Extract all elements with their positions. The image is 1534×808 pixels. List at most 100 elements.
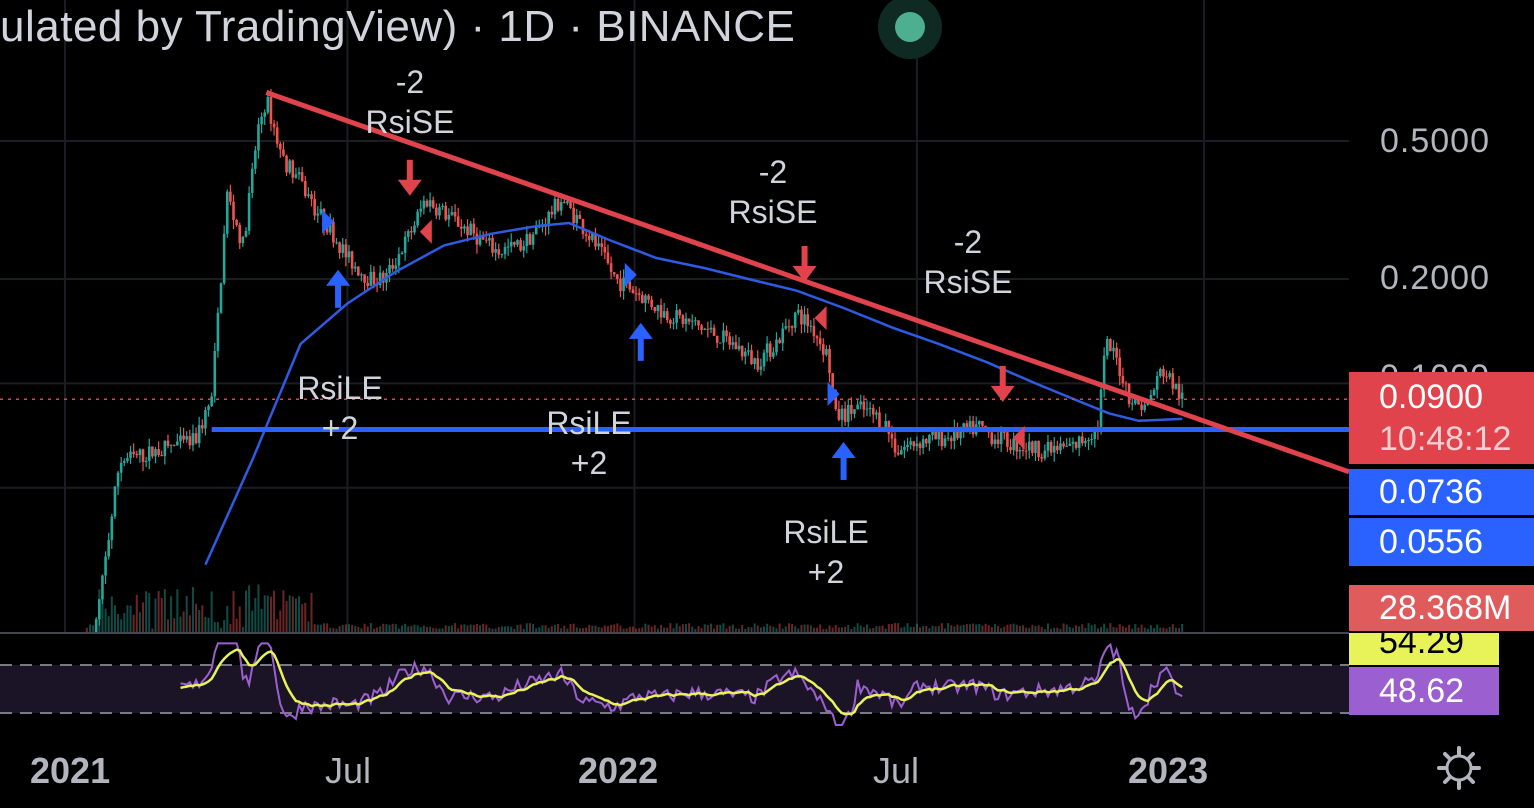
volume-bar — [803, 624, 806, 632]
long-arrow-shaft — [637, 336, 644, 361]
volume-bar — [1171, 624, 1174, 632]
volume-bar — [1124, 627, 1127, 632]
volume-tag[interactable]: 28.368M — [1349, 585, 1534, 631]
candle-body — [1049, 441, 1053, 453]
candle-body — [185, 436, 189, 440]
short-arrow-shaft — [999, 365, 1006, 388]
candle-body — [225, 191, 229, 234]
time-label-2021: 2021 — [30, 750, 111, 791]
candle-body — [843, 408, 847, 422]
volume-bar — [875, 626, 878, 632]
volume-bar — [332, 628, 335, 632]
candle-body — [1077, 436, 1081, 448]
candle-body — [1012, 438, 1015, 451]
candle-body — [1080, 436, 1084, 444]
volume-bar — [351, 625, 354, 632]
volume-bar — [335, 628, 338, 632]
volume-bar — [101, 595, 104, 632]
candle-body — [488, 237, 491, 241]
candle-body — [341, 244, 345, 253]
candle-body — [1121, 376, 1125, 384]
candle-body — [1009, 446, 1012, 451]
candle-body — [528, 233, 532, 245]
candle-body — [856, 404, 859, 410]
candle-body — [1052, 445, 1056, 453]
volume-bar — [622, 628, 625, 632]
volume-bar — [560, 628, 563, 632]
long-signal-qty: +2 — [807, 554, 845, 590]
candle-body — [1109, 338, 1112, 352]
candle-body — [781, 328, 785, 344]
short-signal-qty: -2 — [953, 224, 983, 260]
candle-body — [347, 251, 351, 258]
candle-body — [562, 202, 566, 204]
volume-bar — [394, 624, 397, 632]
candle-body — [965, 423, 969, 429]
volume-bar — [213, 622, 216, 632]
candle-body — [216, 312, 220, 352]
candle-body — [241, 236, 245, 244]
volume-bar — [841, 627, 844, 632]
candle-body — [197, 425, 201, 444]
volume-bar — [859, 625, 862, 632]
volume-bar — [376, 627, 379, 632]
volume-bar — [485, 624, 488, 632]
last-price-tag[interactable]: 0.0900 10:48:12 — [1349, 372, 1534, 464]
trend-level-tag[interactable]: 0.0556 — [1349, 518, 1534, 566]
volume-bar — [759, 627, 762, 632]
volume-bar — [1093, 624, 1096, 632]
candle-body — [893, 438, 897, 453]
candle-body — [1134, 396, 1137, 404]
rsi-ma-tag[interactable]: 54.29 — [1349, 633, 1499, 665]
volume-bar — [722, 623, 725, 632]
candle-body — [522, 246, 526, 251]
gear-icon[interactable] — [1436, 745, 1482, 791]
volume-bar — [279, 610, 282, 632]
volume-bar — [482, 623, 485, 632]
candle-body — [622, 277, 625, 292]
volume-bar — [1121, 626, 1124, 632]
candle-body — [416, 211, 419, 226]
candle-body — [778, 339, 781, 344]
candle-body — [962, 423, 966, 431]
candle-body — [300, 172, 304, 182]
long-signal-label-3: RsiLE +2 — [766, 512, 886, 592]
rsi-tag[interactable]: 48.62 — [1349, 667, 1499, 715]
chart-grid — [0, 0, 1349, 633]
volume-bar — [382, 623, 385, 632]
volume-bar — [535, 628, 538, 632]
volume-bar — [881, 625, 884, 632]
volume-bar — [1037, 625, 1040, 632]
candle-body — [219, 283, 223, 313]
volume-bar — [1050, 628, 1053, 632]
candle-body — [703, 328, 707, 330]
volume-bar — [619, 625, 622, 632]
volume-bar — [341, 624, 344, 632]
candle-body — [715, 335, 719, 343]
candle-body — [350, 251, 354, 269]
candle-body — [297, 172, 301, 175]
candle-body — [556, 198, 560, 211]
candle-body — [147, 446, 151, 461]
volume-bar — [822, 628, 825, 632]
volume-bar — [307, 621, 310, 632]
short-arrow-head — [397, 179, 422, 196]
volume-bar — [379, 626, 382, 632]
support-level-tag[interactable]: 0.0736 — [1349, 469, 1534, 515]
candle-body — [800, 309, 803, 325]
volume-bar — [285, 601, 288, 632]
volume-bar — [1106, 628, 1109, 632]
candle-body — [1105, 338, 1109, 356]
volume-bar — [987, 625, 990, 632]
time-label-jul-2021: Jul — [325, 750, 372, 791]
candle-body — [678, 310, 682, 316]
candle-body — [126, 458, 129, 462]
candle-body — [438, 207, 441, 216]
candle-body — [188, 436, 192, 446]
candle-body — [937, 431, 941, 440]
candle-body — [194, 433, 198, 444]
candle-body — [360, 274, 363, 276]
rsi-ma-line — [180, 648, 1183, 716]
volume-bar — [163, 589, 166, 632]
